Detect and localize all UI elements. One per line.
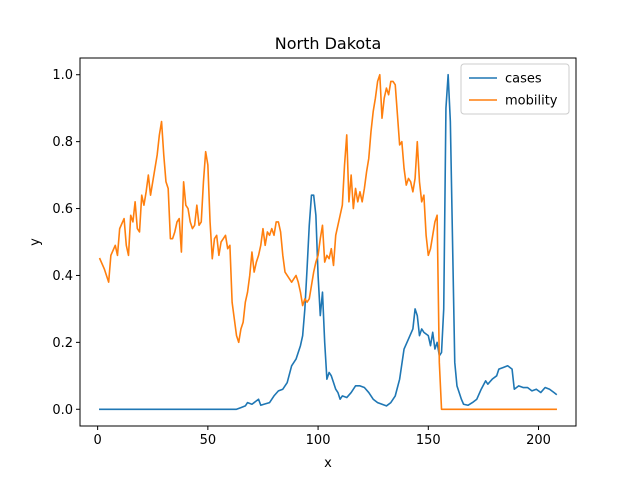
series-line-mobility xyxy=(98,73,557,411)
legend: cases mobility xyxy=(460,63,570,115)
legend-box xyxy=(460,63,570,115)
y-tick-label: 0.4 xyxy=(52,269,73,284)
y-tick-label: 0.2 xyxy=(52,336,73,351)
chart-title: North Dakota xyxy=(275,34,382,53)
y-tick-label: 1.0 xyxy=(52,68,73,83)
y-axis-label: y xyxy=(28,238,43,246)
x-tick-label: 150 xyxy=(416,433,441,448)
plot-area xyxy=(98,73,558,411)
x-tick-label: 50 xyxy=(200,433,217,448)
y-tick-label: 0.0 xyxy=(52,403,73,418)
x-axis-label: x xyxy=(324,456,332,471)
legend-label-mobility: mobility xyxy=(505,94,558,109)
y-tick-label: 0.8 xyxy=(52,135,73,150)
y-axis: 0.0 0.2 0.4 0.6 0.8 1.0 xyxy=(52,68,80,418)
x-tick-label: 100 xyxy=(306,433,331,448)
plot-frame xyxy=(79,57,577,427)
y-tick-label: 0.6 xyxy=(52,202,73,217)
x-tick-label: 0 xyxy=(93,433,101,448)
x-axis: 0 50 100 150 200 xyxy=(93,426,551,448)
x-tick-label: 200 xyxy=(526,433,551,448)
legend-label-cases: cases xyxy=(505,72,542,87)
series-line-cases xyxy=(99,73,558,411)
